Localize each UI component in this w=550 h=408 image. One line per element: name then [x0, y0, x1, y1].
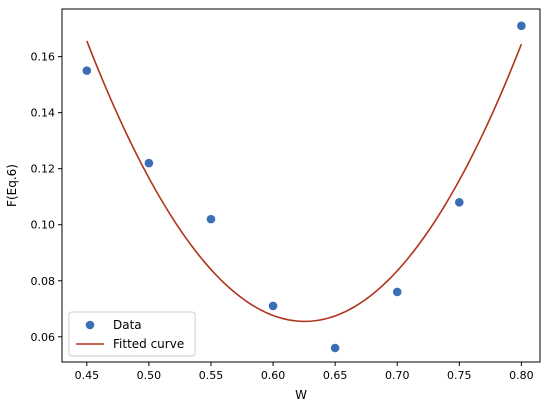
legend-box	[68, 311, 196, 357]
data-point	[206, 214, 216, 224]
y-tick-label: 0.14	[31, 107, 56, 120]
x-tick-label: 0.50	[137, 369, 162, 382]
data-point	[517, 21, 526, 31]
x-tick-label: 0.60	[261, 369, 286, 382]
data-point	[268, 301, 278, 311]
fitted-curve-line	[86, 40, 523, 323]
x-axis: 0.45 0.50 0.55 0.60 0.65 0.70 0.75 0.80	[75, 362, 534, 382]
x-tick-label: 0.65	[323, 369, 348, 382]
x-tick-label: 0.55	[199, 369, 224, 382]
plot-frame	[61, 8, 541, 363]
plot-area	[61, 8, 541, 363]
y-tick-label: 0.08	[31, 275, 56, 288]
data-point	[330, 343, 340, 353]
x-tick-label: 0.80	[509, 369, 534, 382]
y-tick-label: 0.12	[31, 163, 56, 176]
legend-marker-data	[85, 320, 95, 330]
y-axis: 0.06 0.08 0.10 0.12 0.14 0.16	[31, 51, 62, 344]
series-layer	[82, 21, 526, 353]
y-tick-label: 0.06	[31, 331, 56, 344]
legend: Data Fitted curve	[68, 311, 196, 357]
x-axis-label: W	[295, 388, 307, 402]
y-axis-label: F(Eq.6)	[5, 164, 19, 207]
x-tick-label: 0.45	[75, 369, 100, 382]
data-point	[144, 158, 154, 168]
legend-label-fitted-curve: Fitted curve	[113, 337, 184, 351]
data-point	[82, 66, 92, 75]
data-point	[392, 287, 402, 297]
data-point	[454, 198, 464, 207]
y-tick-label: 0.16	[31, 51, 56, 64]
legend-label-data: Data	[113, 318, 142, 332]
x-tick-label: 0.70	[385, 369, 410, 382]
y-tick-label: 0.10	[31, 219, 56, 232]
x-tick-label: 0.75	[447, 369, 472, 382]
